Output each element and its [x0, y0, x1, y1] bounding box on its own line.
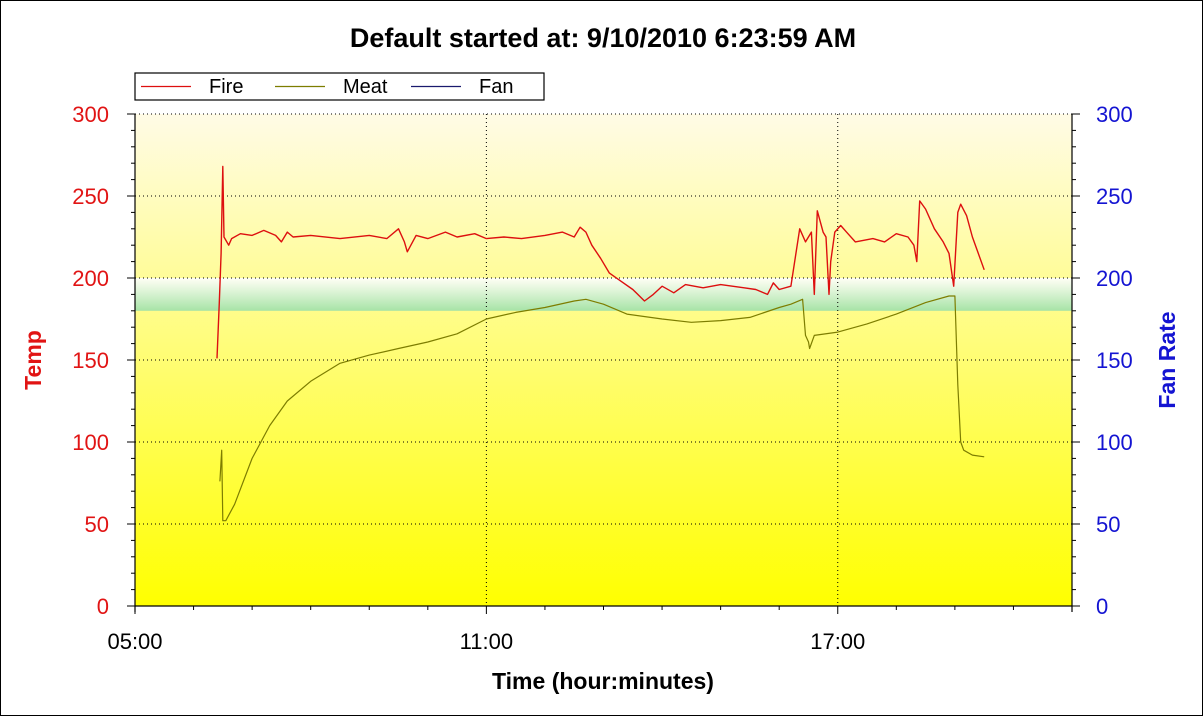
right-tick-label: 300 — [1096, 102, 1133, 127]
left-tick-label: 300 — [72, 102, 109, 127]
right-tick-label: 150 — [1096, 348, 1133, 373]
y-axis-label-right: Fan Rate — [1154, 311, 1180, 408]
left-tick-label: 200 — [72, 266, 109, 291]
target-band — [135, 278, 1072, 311]
right-tick-label: 200 — [1096, 266, 1133, 291]
x-tick-label: 11:00 — [460, 629, 513, 654]
left-tick-label: 250 — [72, 184, 109, 209]
series-lines — [216, 165, 985, 522]
legend-box — [134, 72, 545, 101]
fan-legend-label: Fan — [479, 76, 513, 98]
x-tick-label: 17:00 — [810, 629, 865, 654]
left-tick-label: 100 — [72, 430, 109, 455]
left-axis-ticks: 0 50 100 150 200 250 300 — [72, 102, 135, 619]
y-axis-label-left: Temp — [20, 330, 46, 390]
x-tick-label: 05:00 — [107, 629, 162, 654]
fire-series-line — [216, 165, 985, 359]
target-band-rect — [135, 278, 1072, 311]
x-axis-ticks: 05:00 11:00 17:00 — [107, 606, 1073, 654]
chart-title: Default started at: 9/10/2010 6:23:59 AM — [350, 23, 856, 53]
right-tick-label: 250 — [1096, 184, 1133, 209]
left-tick-label: 150 — [72, 348, 109, 373]
right-tick-label: 0 — [1096, 594, 1108, 619]
left-tick-label: 0 — [97, 594, 109, 619]
right-tick-label: 100 — [1096, 430, 1133, 455]
fire-legend-label: Fire — [209, 76, 243, 98]
legend: Fire Meat Fan — [134, 72, 545, 101]
x-axis-label: Time (hour:minutes) — [492, 668, 714, 694]
right-tick-label: 50 — [1096, 512, 1120, 537]
meat-legend-label: Meat — [343, 76, 388, 98]
left-tick-label: 50 — [85, 512, 109, 537]
grid-lines — [135, 113, 1072, 606]
right-axis-ticks: 0 50 100 150 200 250 300 — [1072, 102, 1133, 619]
meat-series-line — [219, 295, 985, 522]
